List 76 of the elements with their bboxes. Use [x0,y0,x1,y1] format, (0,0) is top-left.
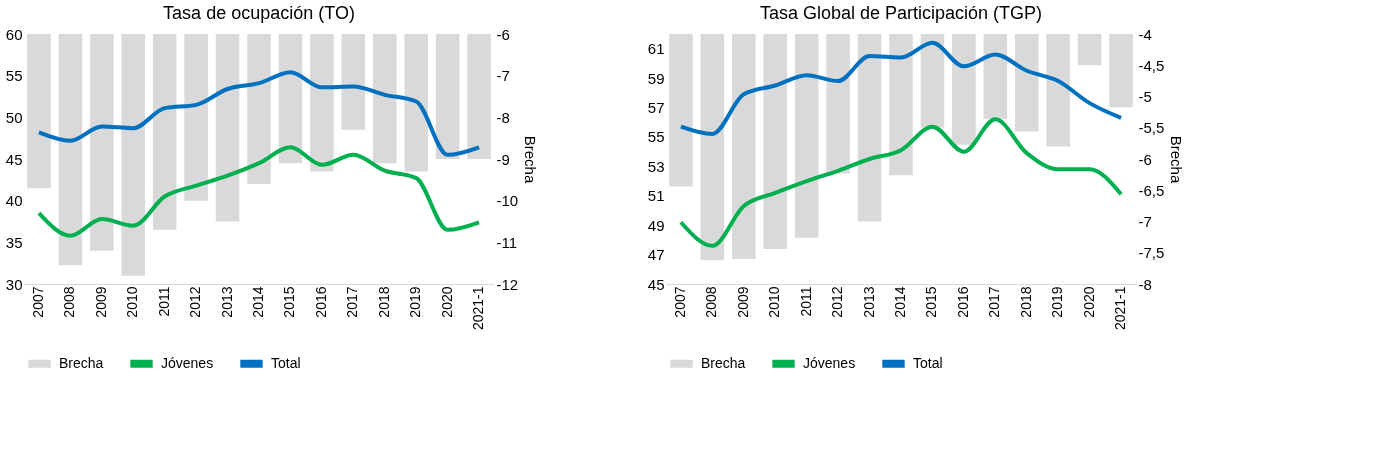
y-tick-label: 55 [647,128,665,146]
legend-label: Total [913,354,943,371]
legend-label: Brecha [59,354,104,371]
y-tick-label: 45 [5,150,23,168]
legend-label: Jóvenes [803,354,856,371]
y2-tick-label: -8 [496,108,510,126]
line-series [36,70,482,157]
x-tick-label: 2008 [703,286,720,318]
line-series [678,40,1124,136]
x-tick-label: 2021-1 [470,286,487,331]
y2-axis-title: Brecha [1168,135,1186,184]
x-tick-label: 2015 [923,286,940,318]
y-tick-label: 49 [647,216,665,234]
x-tick-label: 2010 [124,286,141,318]
x-tick-label: 2012 [187,286,204,318]
line-series [36,145,482,238]
y2-tick-label: -11 [496,233,518,251]
x-tick-label: 2018 [1017,286,1034,318]
y2-tick-label: -8 [1138,275,1152,293]
y-tick-label: 53 [647,157,665,175]
x-tick-label: 2008 [61,286,78,318]
y-tick-label: 60 [5,25,23,43]
y-tick-label: 59 [647,69,665,87]
y-tick-label: 35 [5,233,23,251]
y2-tick-label: -10 [496,192,519,210]
x-tick-label: 2013 [860,286,877,318]
y2-tick-label: -5,5 [1138,119,1165,137]
y2-tick-label: -4 [1138,25,1152,43]
x-tick-label: 2017 [986,286,1003,318]
x-tick-label: 2007 [29,286,46,318]
y2-tick-label: -7,5 [1138,244,1165,262]
x-tick-label: 2009 [734,286,751,318]
y-tick-label: 45 [647,275,665,293]
x-tick-label: 2014 [250,286,266,318]
x-tick-label: 2019 [407,286,424,318]
y2-tick-label: -4,5 [1138,56,1165,74]
legend-label: Total [271,354,301,371]
x-tick-label: 2016 [312,286,329,318]
y-tick-label: 51 [647,187,665,205]
x-tick-label: 2009 [92,286,109,318]
x-tick-label: 2020 [438,286,455,318]
line-series [678,117,1124,248]
y2-tick-label: -7 [1138,213,1152,230]
x-tick-label: 2013 [218,286,235,318]
y2-tick-label: -9 [496,150,510,168]
x-tick-label: 2007 [671,286,688,318]
y-tick-label: 55 [5,67,23,85]
y2-tick-label: -5 [1138,88,1152,105]
y-tick-label: 50 [5,108,23,126]
x-tick-label: 2016 [954,286,971,318]
x-tick-label: 2021-1 [1112,286,1129,331]
x-tick-label: 2019 [1049,286,1066,318]
y2-tick-label: -6,5 [1138,181,1165,199]
y2-tick-label: -12 [496,275,519,293]
legend-label: Brecha [701,354,746,371]
y-tick-label: 47 [647,246,665,264]
x-tick-label: 2014 [892,286,908,318]
x-tick-label: 2017 [344,286,361,318]
x-tick-label: 2015 [281,286,298,318]
y2-tick-label: -6 [496,25,510,43]
x-tick-label: 2011 [155,286,172,317]
y-tick-label: 61 [647,40,665,58]
x-tick-label: 2011 [797,286,814,317]
x-tick-label: 2012 [829,286,846,318]
x-tick-label: 2020 [1080,286,1097,318]
y-tick-label: 30 [5,275,23,293]
y-tick-label: 57 [647,99,665,117]
y2-tick-label: -7 [496,67,510,85]
x-tick-label: 2018 [375,286,392,318]
x-tick-label: 2010 [766,286,783,318]
chart-title: Tasa de ocupación (TO) [163,3,355,23]
legend-label: Jóvenes [161,354,214,371]
y2-tick-label: -6 [1138,150,1152,168]
y-tick-label: 40 [5,192,23,210]
chart-title: Tasa Global de Participación (TGP) [759,3,1043,23]
y2-axis-title: Brecha [522,135,540,184]
